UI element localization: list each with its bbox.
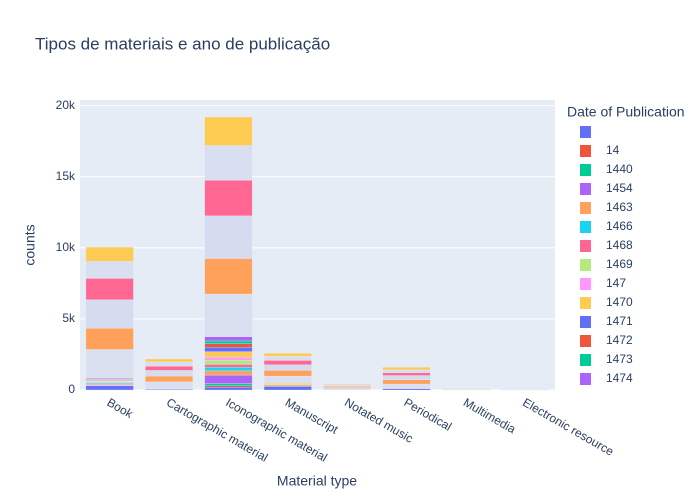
bar-segment xyxy=(204,347,253,352)
bar-segment xyxy=(204,370,253,376)
legend-swatch xyxy=(580,278,591,290)
legend-swatch xyxy=(580,259,591,271)
bar-segment xyxy=(85,328,134,350)
x-tick-label: Book xyxy=(105,395,137,421)
bar-segment xyxy=(204,387,253,391)
legend-swatch xyxy=(580,126,591,138)
legend-swatch xyxy=(580,145,591,157)
bar-segment xyxy=(382,372,431,376)
legend-swatch xyxy=(580,164,591,176)
bar-segment xyxy=(85,349,134,379)
legend-title: Date of Publication xyxy=(567,104,685,120)
legend-label: 147 xyxy=(606,276,626,290)
legend-swatch xyxy=(580,297,591,309)
bar-segment xyxy=(204,343,253,348)
legend-label: 1469 xyxy=(606,257,633,271)
bar-segment xyxy=(382,388,431,391)
legend-label: 1472 xyxy=(606,333,633,347)
bar-segment xyxy=(145,370,193,377)
bar-segment xyxy=(204,180,253,217)
legend-label: 1454 xyxy=(606,181,633,195)
bar-segment xyxy=(145,375,193,382)
y-tick-label: 0 xyxy=(68,382,75,396)
bar-segment xyxy=(204,367,253,371)
x-tick-label: Cartographic material xyxy=(164,395,270,464)
bar-segment xyxy=(263,353,312,357)
legend-swatch xyxy=(580,240,591,252)
bar-segment xyxy=(263,384,312,387)
legend-label: 1471 xyxy=(606,314,633,328)
bar-segment xyxy=(263,360,312,365)
bar-segment xyxy=(263,364,312,371)
bar-segment xyxy=(382,369,431,373)
bar-segment xyxy=(85,278,134,300)
bar-segment xyxy=(263,375,312,384)
bar-segment xyxy=(204,383,253,386)
y-tick-label: 20k xyxy=(56,98,76,112)
bar-segment xyxy=(204,258,253,295)
bar-segment xyxy=(145,358,193,363)
bar-segment xyxy=(204,364,253,368)
y-tick-label: 5k xyxy=(62,311,76,325)
x-tick-label: Multimedia xyxy=(461,395,519,436)
bar-segment xyxy=(263,383,312,385)
bar-segment xyxy=(85,385,134,391)
legend-label: 1466 xyxy=(606,219,633,233)
bar-segment xyxy=(382,367,431,370)
bar-segment xyxy=(85,299,134,329)
bar-segment xyxy=(145,381,193,390)
bar-segment xyxy=(85,261,134,279)
legend-label: 1440 xyxy=(606,162,633,176)
legend-swatch xyxy=(580,183,591,195)
chart-title: Tipos de materiais e ano de publicação xyxy=(35,34,330,53)
legend-swatch xyxy=(580,335,591,347)
legend-swatch xyxy=(580,373,591,385)
bar-segment xyxy=(323,388,372,390)
legend-label: 1474 xyxy=(606,371,633,385)
y-tick-label: 10k xyxy=(56,240,76,254)
bar-segment xyxy=(204,215,253,259)
bar-segment xyxy=(204,116,253,146)
y-tick-label: 15k xyxy=(56,169,76,183)
bar-segment xyxy=(204,293,253,337)
x-tick-label: Electronic resource xyxy=(520,395,616,459)
bar-segment xyxy=(263,386,312,391)
bar-segment xyxy=(145,365,193,371)
bar-segment xyxy=(204,385,253,388)
legend-swatch xyxy=(580,354,591,366)
legend-swatch xyxy=(580,221,591,233)
bar-segment xyxy=(323,384,372,386)
bar-segment xyxy=(204,145,253,181)
bar-segment xyxy=(382,383,431,389)
legend-label: 1473 xyxy=(606,352,633,366)
x-tick-label: Periodical xyxy=(401,395,454,433)
legend-label: 1470 xyxy=(606,295,633,309)
x-axis-title: Material type xyxy=(277,473,357,489)
bar-segment xyxy=(204,374,253,384)
legend-swatch xyxy=(580,316,591,328)
y-axis-title: counts xyxy=(22,224,38,265)
bar-segment xyxy=(204,336,253,342)
bar-segment xyxy=(204,357,253,361)
legend-label: 1468 xyxy=(606,238,633,252)
x-tick-label: Iconographic material xyxy=(223,395,329,464)
bar-segment xyxy=(85,246,134,262)
bar-segment xyxy=(263,370,312,377)
bar-segment xyxy=(204,351,253,358)
bar-segment xyxy=(382,375,431,380)
bar-segment xyxy=(145,361,193,367)
bar-segment xyxy=(204,359,253,365)
legend-label: 14 xyxy=(606,143,620,157)
legend-label: 1463 xyxy=(606,200,633,214)
bar-segment xyxy=(382,379,431,385)
bar-segment xyxy=(204,340,253,344)
bar-segment xyxy=(263,356,312,361)
plot-area xyxy=(80,100,555,390)
legend-swatch xyxy=(580,202,591,214)
